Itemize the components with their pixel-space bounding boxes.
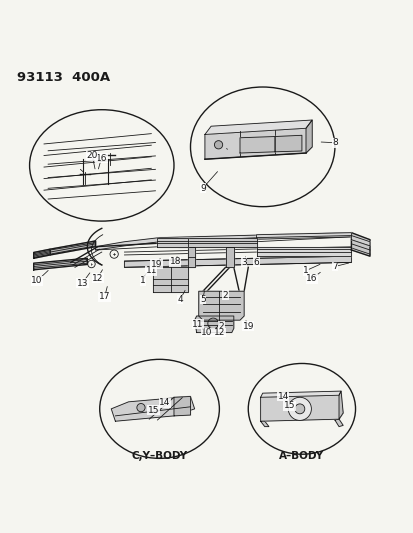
Polygon shape xyxy=(153,268,188,292)
Text: 15: 15 xyxy=(283,401,294,410)
Text: 19: 19 xyxy=(151,260,162,269)
Polygon shape xyxy=(173,397,190,416)
Text: A–BODY: A–BODY xyxy=(279,451,324,461)
Circle shape xyxy=(287,397,311,421)
Text: 5: 5 xyxy=(199,295,205,304)
Text: 4: 4 xyxy=(177,295,183,304)
Polygon shape xyxy=(204,128,311,159)
Polygon shape xyxy=(260,391,340,397)
Circle shape xyxy=(137,403,145,411)
Polygon shape xyxy=(274,135,301,152)
Polygon shape xyxy=(178,238,256,247)
Text: 93113  400A: 93113 400A xyxy=(17,70,110,84)
Polygon shape xyxy=(204,120,311,134)
Text: 1: 1 xyxy=(140,277,145,286)
Polygon shape xyxy=(111,397,194,421)
Text: 17: 17 xyxy=(99,292,110,301)
Text: C,Y–BODY: C,Y–BODY xyxy=(131,451,187,461)
Text: 19: 19 xyxy=(242,322,254,331)
Polygon shape xyxy=(33,259,87,270)
Text: 3: 3 xyxy=(241,258,247,267)
Polygon shape xyxy=(194,316,233,333)
Text: 9: 9 xyxy=(199,183,205,192)
Text: 13: 13 xyxy=(76,279,88,287)
Text: 12: 12 xyxy=(213,328,225,337)
Polygon shape xyxy=(157,238,188,247)
Polygon shape xyxy=(240,136,274,153)
Circle shape xyxy=(214,141,222,149)
Polygon shape xyxy=(351,236,369,246)
Polygon shape xyxy=(256,247,351,256)
Polygon shape xyxy=(188,247,194,268)
Text: 10: 10 xyxy=(31,277,43,286)
Text: 16: 16 xyxy=(305,274,317,284)
Polygon shape xyxy=(50,241,95,255)
Text: 11: 11 xyxy=(192,320,203,329)
Polygon shape xyxy=(225,247,233,268)
Polygon shape xyxy=(334,419,342,426)
Circle shape xyxy=(294,404,304,414)
Polygon shape xyxy=(338,391,342,419)
Text: 18: 18 xyxy=(169,257,180,266)
Text: 14: 14 xyxy=(159,398,170,407)
Text: 11: 11 xyxy=(145,266,157,275)
Polygon shape xyxy=(260,395,342,421)
Text: 2: 2 xyxy=(218,322,224,331)
Text: 15: 15 xyxy=(147,406,159,415)
Polygon shape xyxy=(305,120,311,153)
Text: 8: 8 xyxy=(331,138,337,147)
Text: 7: 7 xyxy=(331,262,337,271)
Text: 2: 2 xyxy=(222,291,228,300)
Text: 20: 20 xyxy=(86,151,98,160)
Text: 1: 1 xyxy=(302,266,308,275)
Polygon shape xyxy=(95,233,351,250)
Text: 6: 6 xyxy=(253,258,259,267)
Polygon shape xyxy=(256,233,351,238)
Text: 14: 14 xyxy=(277,392,288,401)
Text: 12: 12 xyxy=(92,273,103,282)
Text: 16: 16 xyxy=(95,154,107,163)
Polygon shape xyxy=(198,291,244,320)
Polygon shape xyxy=(260,421,268,426)
Polygon shape xyxy=(124,256,351,268)
Text: 10: 10 xyxy=(201,328,212,337)
Polygon shape xyxy=(351,233,369,256)
Polygon shape xyxy=(33,249,50,259)
